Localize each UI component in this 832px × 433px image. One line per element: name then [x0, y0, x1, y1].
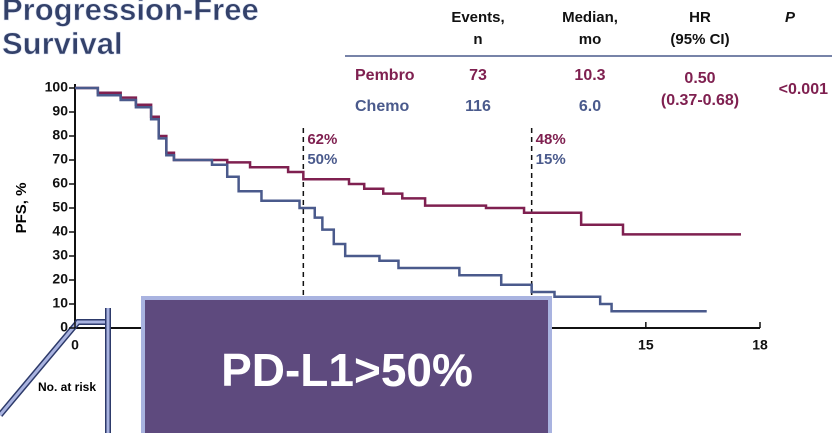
- x-tick-label: 0: [71, 337, 79, 353]
- column-header: P: [785, 9, 796, 26]
- y-tick-label: 10: [52, 295, 68, 311]
- chart-title: Progression-Free: [2, 0, 259, 27]
- survival-curve: [75, 86, 707, 313]
- table-cell: 10.3: [574, 67, 605, 84]
- y-tick-label: 90: [52, 103, 68, 119]
- x-tick-label: 18: [752, 337, 768, 353]
- landmark-label: 62%: [307, 131, 337, 148]
- p-value: <0.001: [779, 81, 828, 98]
- overlay-box: [141, 296, 552, 433]
- hr-ci: (0.37-0.68): [661, 92, 739, 109]
- y-tick-label: 70: [52, 151, 68, 167]
- y-tick-label: 100: [45, 79, 69, 95]
- row-label: Pembro: [355, 67, 415, 84]
- column-header: mo: [579, 31, 602, 48]
- y-tick-label: 50: [52, 199, 68, 215]
- chart-title: Survival: [2, 26, 123, 61]
- table-cell: 116: [465, 98, 491, 115]
- y-tick-label: 0: [60, 319, 68, 335]
- hr: 0.50: [684, 70, 715, 87]
- column-header: Events,: [451, 9, 504, 26]
- column-header: (95% CI): [670, 31, 729, 48]
- x-tick-label: 15: [638, 337, 654, 353]
- row-label: Chemo: [355, 98, 409, 115]
- column-header: Median,: [562, 9, 618, 26]
- decor-line: [0, 320, 108, 416]
- y-tick-label: 40: [52, 223, 68, 239]
- overlay-label: PD-L1>50%: [221, 344, 473, 396]
- table-cell: 73: [469, 67, 487, 84]
- survival-curve: [75, 86, 741, 236]
- landmark-label: 48%: [536, 131, 566, 148]
- y-tick-label: 80: [52, 127, 68, 143]
- table-cell: 6.0: [579, 98, 601, 115]
- at-risk-label: No. at risk: [38, 380, 96, 394]
- column-header: n: [473, 31, 482, 48]
- landmark-label: 15%: [536, 151, 566, 168]
- plot: 62% 50% 48% 15%: [75, 86, 741, 328]
- decor-outline: [0, 319, 108, 417]
- column-header: HR: [689, 9, 711, 26]
- landmark-label: 50%: [307, 151, 337, 168]
- y-tick-label: 60: [52, 175, 68, 191]
- y-tick-label: 20: [52, 271, 68, 287]
- y-tick-label: 30: [52, 247, 68, 263]
- y-axis-label: PFS, %: [13, 183, 30, 234]
